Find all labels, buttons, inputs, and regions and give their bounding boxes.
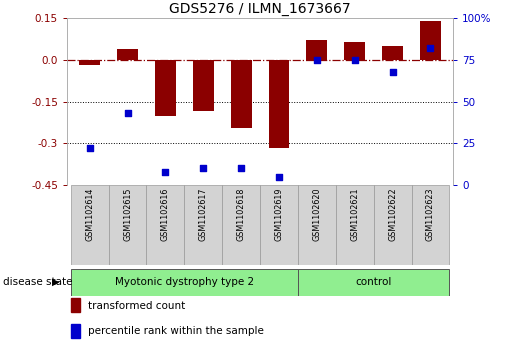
Text: ▶: ▶ bbox=[52, 277, 59, 287]
Point bbox=[388, 69, 397, 74]
Point bbox=[124, 110, 132, 116]
Text: control: control bbox=[355, 277, 392, 287]
Bar bbox=[298, 269, 450, 296]
Bar bbox=[146, 185, 184, 265]
Point bbox=[85, 146, 94, 151]
Text: transformed count: transformed count bbox=[88, 301, 185, 311]
Text: percentile rank within the sample: percentile rank within the sample bbox=[88, 326, 264, 336]
Text: GSM1102615: GSM1102615 bbox=[123, 188, 132, 241]
Bar bbox=[184, 185, 222, 265]
Bar bbox=[222, 185, 260, 265]
Bar bbox=[336, 185, 374, 265]
Text: GSM1102622: GSM1102622 bbox=[388, 188, 397, 241]
Bar bbox=[420, 21, 441, 60]
Point bbox=[351, 57, 359, 63]
Bar bbox=[79, 60, 100, 65]
Text: Myotonic dystrophy type 2: Myotonic dystrophy type 2 bbox=[115, 277, 254, 287]
Bar bbox=[71, 185, 109, 265]
Text: GSM1102618: GSM1102618 bbox=[236, 188, 246, 241]
Point bbox=[313, 57, 321, 63]
Point bbox=[426, 45, 435, 51]
Bar bbox=[306, 40, 328, 60]
Text: disease state: disease state bbox=[3, 277, 72, 287]
Text: GSM1102619: GSM1102619 bbox=[274, 188, 284, 241]
Bar bbox=[193, 60, 214, 111]
Text: GSM1102621: GSM1102621 bbox=[350, 188, 359, 241]
Point bbox=[199, 166, 208, 171]
Point bbox=[275, 174, 283, 180]
Bar bbox=[155, 60, 176, 115]
Bar bbox=[411, 185, 450, 265]
Bar bbox=[231, 60, 251, 128]
Text: GSM1102614: GSM1102614 bbox=[85, 188, 94, 241]
Point bbox=[237, 166, 245, 171]
Bar bbox=[260, 185, 298, 265]
Text: GSM1102620: GSM1102620 bbox=[313, 188, 321, 241]
Bar bbox=[345, 42, 365, 60]
Bar bbox=[269, 60, 289, 147]
Bar bbox=[71, 298, 80, 313]
Bar bbox=[109, 185, 146, 265]
Text: GSM1102617: GSM1102617 bbox=[199, 188, 208, 241]
Bar bbox=[117, 49, 138, 60]
Bar bbox=[374, 185, 411, 265]
Bar bbox=[298, 185, 336, 265]
Bar bbox=[382, 46, 403, 60]
Title: GDS5276 / ILMN_1673667: GDS5276 / ILMN_1673667 bbox=[169, 2, 351, 16]
Bar bbox=[71, 269, 298, 296]
Text: GSM1102616: GSM1102616 bbox=[161, 188, 170, 241]
Bar bbox=[71, 324, 80, 338]
Point bbox=[161, 169, 169, 175]
Text: GSM1102623: GSM1102623 bbox=[426, 188, 435, 241]
